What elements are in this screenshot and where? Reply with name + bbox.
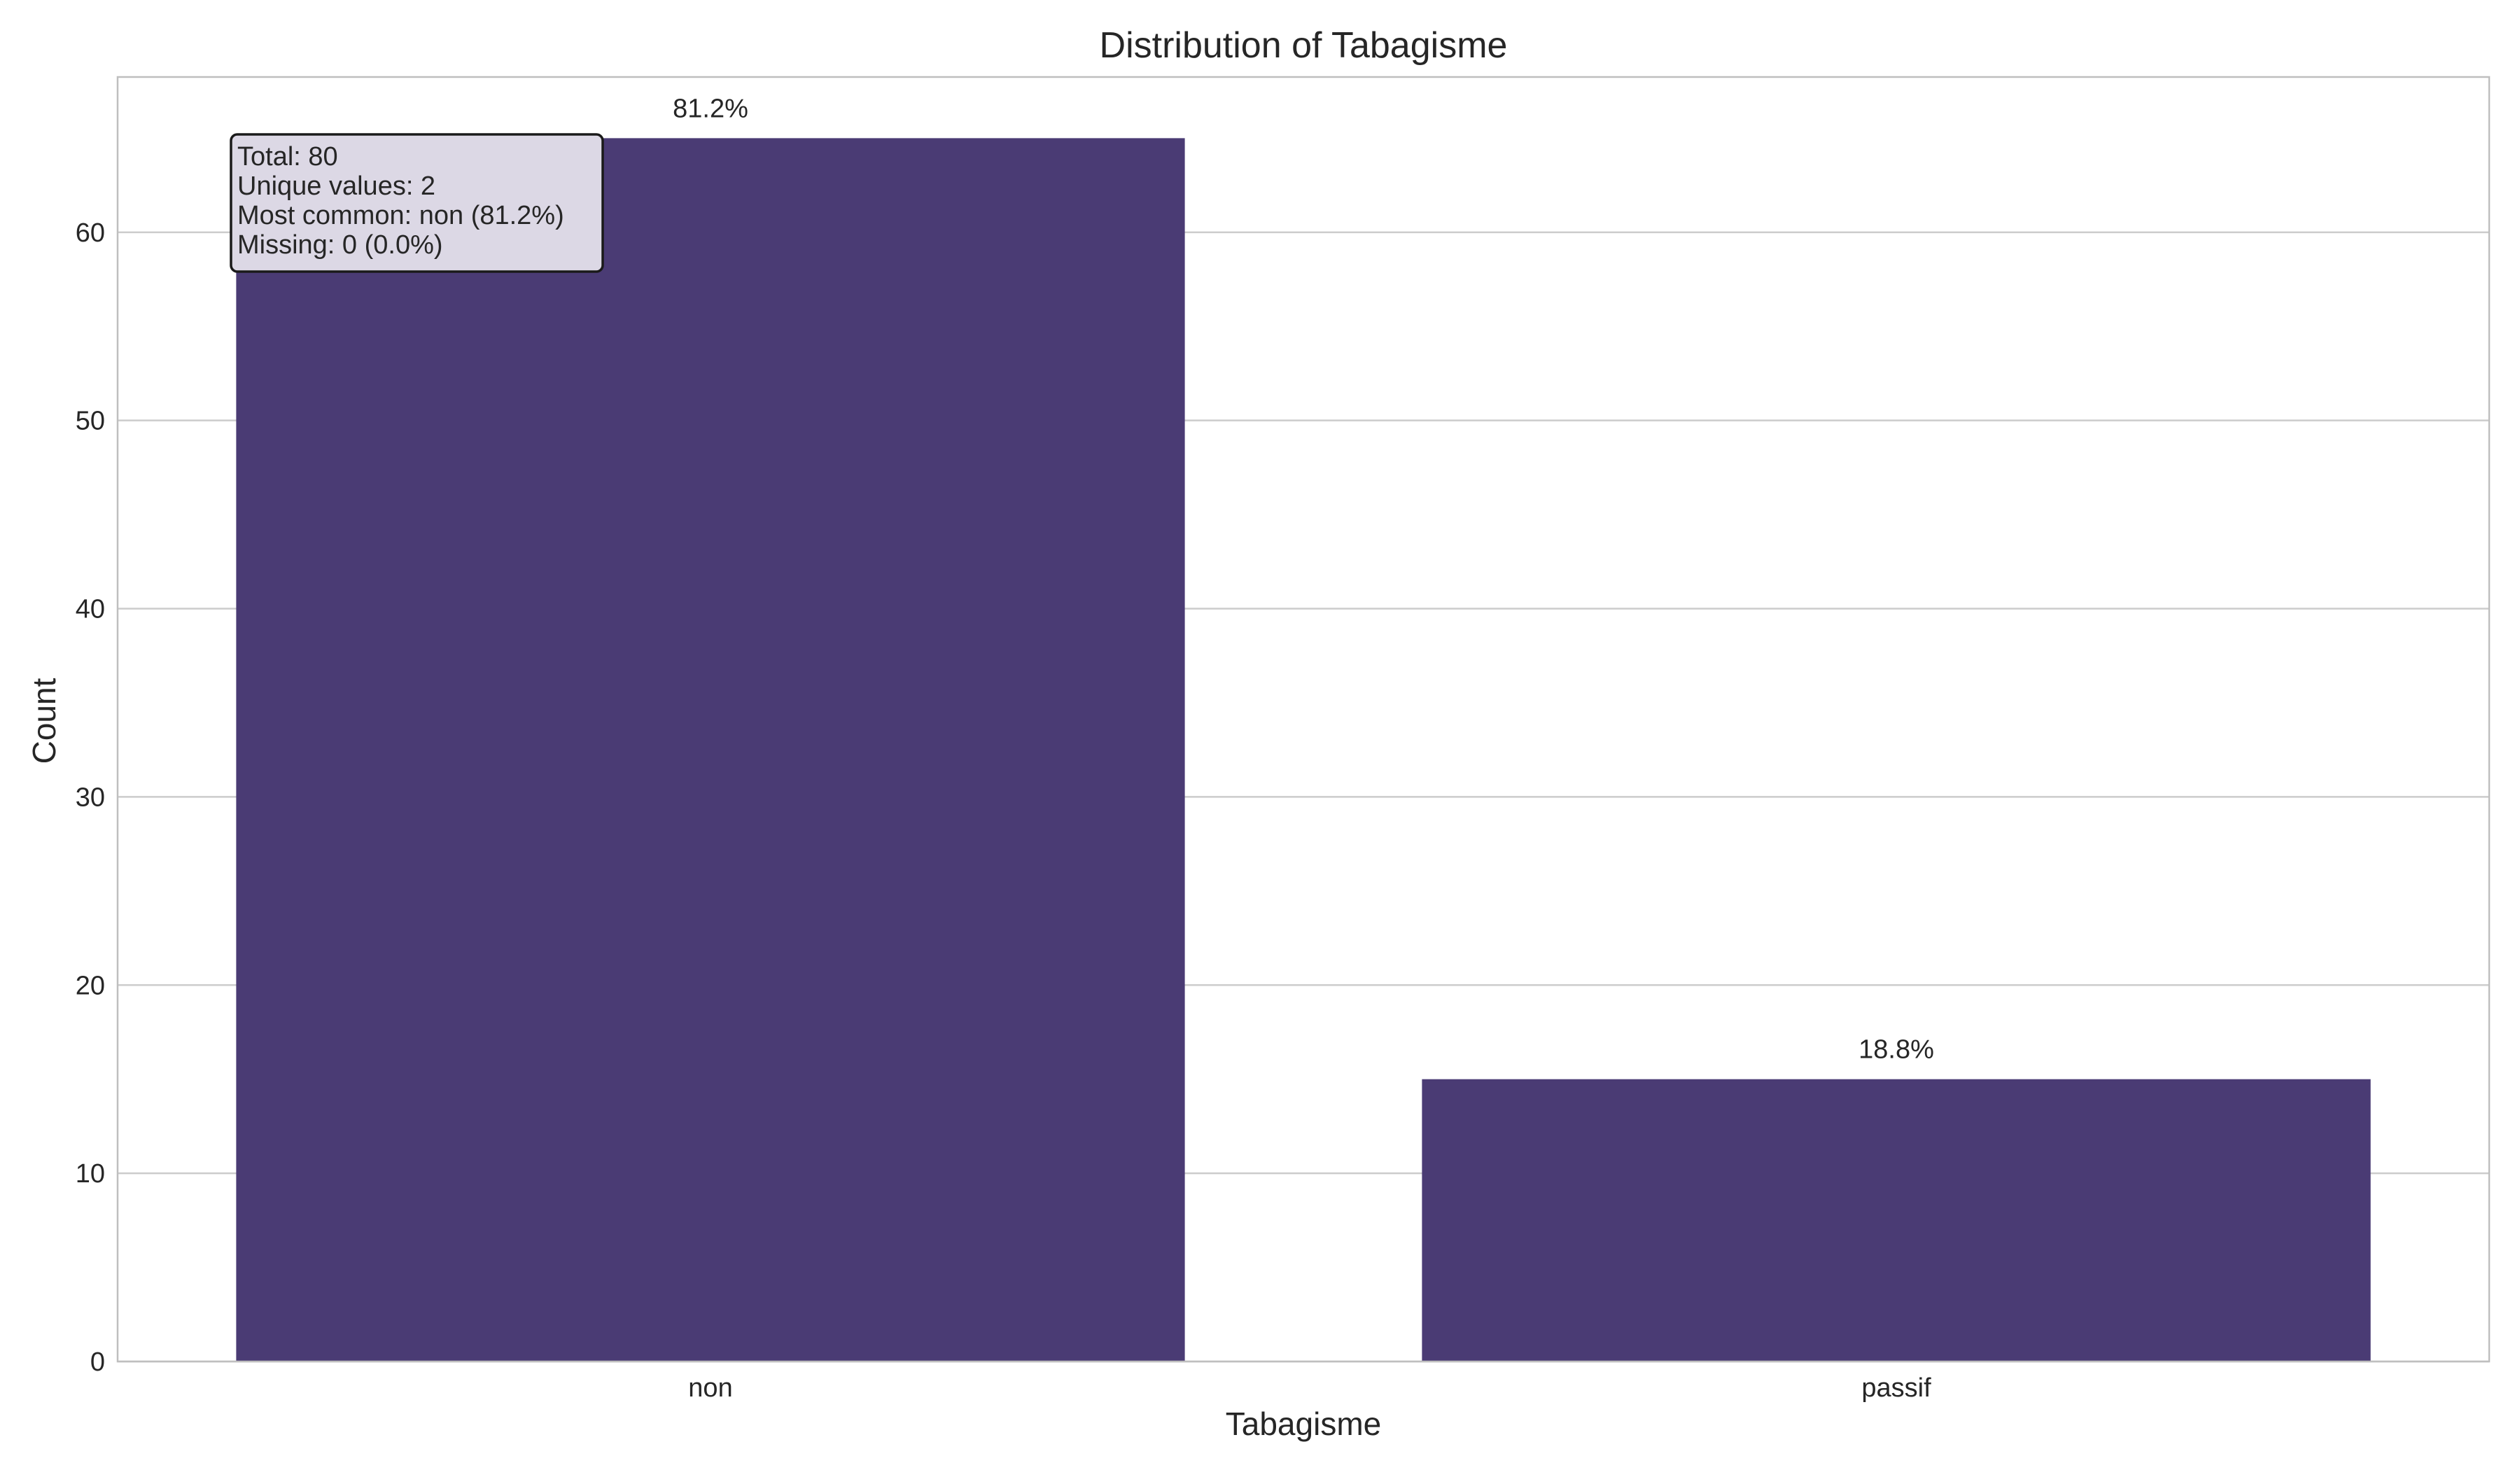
bar-passif: [1422, 1079, 2371, 1362]
x-axis-label: Tabagisme: [1226, 1406, 1381, 1442]
y-tick-label: 10: [76, 1159, 105, 1189]
stats-annotation-box: Total: 80 Unique values: 2 Most common: …: [230, 133, 604, 273]
y-axis-label: Count: [26, 678, 62, 764]
y-tick-label: 0: [90, 1348, 105, 1377]
x-tick-label-passif: passif: [1861, 1373, 1931, 1403]
bars: [236, 138, 2371, 1362]
y-tick-label: 40: [76, 595, 105, 624]
y-tick-label: 20: [76, 971, 105, 1000]
y-axis-ticks: 0 10 20 30 40 50 60: [76, 218, 105, 1377]
bar-non: [236, 138, 1185, 1362]
y-tick-label: 60: [76, 218, 105, 248]
stats-missing: Missing: 0 (0.0%): [237, 230, 443, 260]
stats-unique-values: Unique values: 2: [237, 172, 435, 201]
stats-total: Total: 80: [237, 142, 338, 172]
y-tick-label: 30: [76, 783, 105, 812]
x-tick-label-non: non: [688, 1373, 732, 1403]
data-labels: 81.2% 18.8%: [673, 94, 1934, 1064]
plot-frame: [116, 76, 2491, 1363]
chart-title: Distribution of Tabagisme: [1100, 25, 1508, 66]
x-axis-ticks: non passif: [688, 1373, 1931, 1403]
data-label-passif: 18.8%: [1858, 1035, 1934, 1065]
y-tick-label: 50: [76, 407, 105, 436]
stats-most-common: Most common: non (81.2%): [237, 201, 564, 230]
data-label-non: 81.2%: [673, 94, 748, 123]
stats-box-background: [230, 133, 604, 273]
